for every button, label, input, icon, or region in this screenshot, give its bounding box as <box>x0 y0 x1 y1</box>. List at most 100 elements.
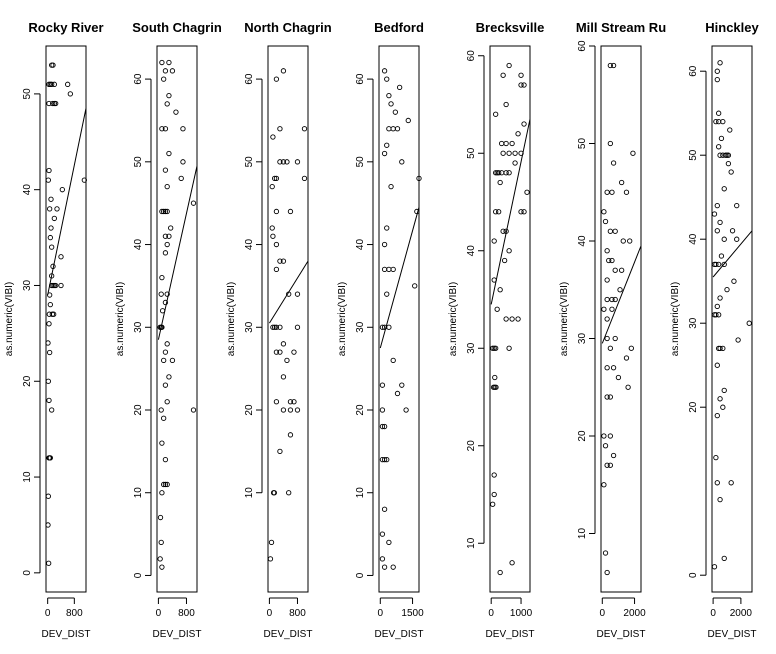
data-point <box>45 177 51 183</box>
data-point <box>607 462 613 468</box>
y-tick-label: 30 <box>133 321 144 333</box>
data-point <box>45 493 51 499</box>
y-tick-label: 40 <box>577 235 588 247</box>
y-axis-label: as.numeric(VIBI) <box>559 282 570 356</box>
data-point <box>725 152 732 158</box>
data-point <box>284 159 290 165</box>
y-axis-label: as.numeric(VIBI) <box>337 282 348 356</box>
data-point <box>269 183 275 190</box>
data-point <box>54 206 60 212</box>
x-axis-label: DEV_DIST <box>264 629 313 640</box>
data-point <box>728 169 734 175</box>
data-point <box>497 569 503 576</box>
data-point <box>291 399 297 405</box>
y-axis-label: as.numeric(VIBI) <box>670 282 681 356</box>
data-point <box>503 316 509 322</box>
regression-line <box>712 230 753 278</box>
data-point <box>714 228 720 234</box>
data-point <box>498 170 505 176</box>
data-point <box>607 228 613 234</box>
data-point <box>51 215 57 222</box>
data-point <box>386 126 392 132</box>
data-point <box>272 324 278 330</box>
data-point <box>506 248 512 254</box>
data-point <box>734 236 740 242</box>
data-point <box>273 399 280 405</box>
data-point <box>180 126 186 132</box>
data-point <box>501 257 508 264</box>
data-point <box>49 81 55 87</box>
data-point <box>604 248 610 254</box>
y-tick-label: 10 <box>22 471 33 483</box>
data-point <box>159 59 165 66</box>
x-tick-label: 0 <box>45 608 51 619</box>
data-point <box>162 299 169 306</box>
data-point <box>166 92 172 99</box>
y-tick-label: 10 <box>133 487 144 499</box>
x-axis-label: DEV_DIST <box>486 629 535 640</box>
y-tick-label: 50 <box>355 156 366 168</box>
data-point <box>728 480 734 486</box>
data-point <box>612 335 618 342</box>
regression-line <box>601 245 642 344</box>
data-point <box>496 170 502 176</box>
data-point <box>604 394 610 400</box>
data-point <box>280 159 287 165</box>
data-point <box>166 233 172 239</box>
y-tick-label: 50 <box>688 149 699 161</box>
data-point <box>493 209 499 215</box>
data-point <box>727 127 733 133</box>
data-point <box>717 295 723 301</box>
data-point <box>607 345 613 351</box>
data-point <box>607 62 613 69</box>
data-point <box>716 312 722 318</box>
data-point <box>379 531 386 537</box>
data-point <box>277 126 283 132</box>
data-point <box>619 179 625 186</box>
x-tick-label: 0 <box>156 608 162 619</box>
data-point <box>268 539 275 546</box>
data-point <box>280 374 287 380</box>
data-point <box>725 160 732 167</box>
x-tick-label: 0 <box>378 608 384 619</box>
data-point <box>301 175 308 182</box>
data-point <box>506 150 512 156</box>
data-point <box>612 228 618 234</box>
x-tick-label: 0 <box>488 608 494 619</box>
data-point <box>714 68 720 74</box>
data-point <box>158 407 164 413</box>
data-point <box>162 208 169 215</box>
data-point <box>609 257 615 264</box>
data-point <box>515 316 521 322</box>
data-point <box>714 412 720 419</box>
data-point <box>157 514 164 521</box>
data-point <box>721 261 727 268</box>
y-axis-label: as.numeric(VIBI) <box>4 282 15 356</box>
data-point <box>390 266 396 273</box>
x-tick-label: 800 <box>178 608 195 619</box>
data-point <box>731 278 737 284</box>
data-point <box>388 183 394 190</box>
data-point <box>604 316 610 322</box>
data-point <box>721 186 727 192</box>
data-point <box>518 209 524 215</box>
y-tick-label: 20 <box>577 430 588 442</box>
x-axis-label: DEV_DIST <box>597 629 646 640</box>
data-point <box>164 241 170 248</box>
data-point <box>518 82 524 88</box>
data-point <box>159 126 165 132</box>
data-point <box>45 340 51 346</box>
y-tick-label: 0 <box>133 572 144 578</box>
data-point <box>48 196 54 202</box>
data-point <box>273 76 280 82</box>
data-point <box>273 349 280 355</box>
data-point <box>159 490 165 496</box>
data-point <box>386 539 392 546</box>
data-point <box>610 160 617 166</box>
data-point <box>272 175 278 182</box>
data-point <box>277 159 283 165</box>
data-point <box>161 415 167 421</box>
panel-title: Bedford <box>374 20 424 35</box>
data-point <box>606 257 612 264</box>
data-point <box>711 564 718 570</box>
